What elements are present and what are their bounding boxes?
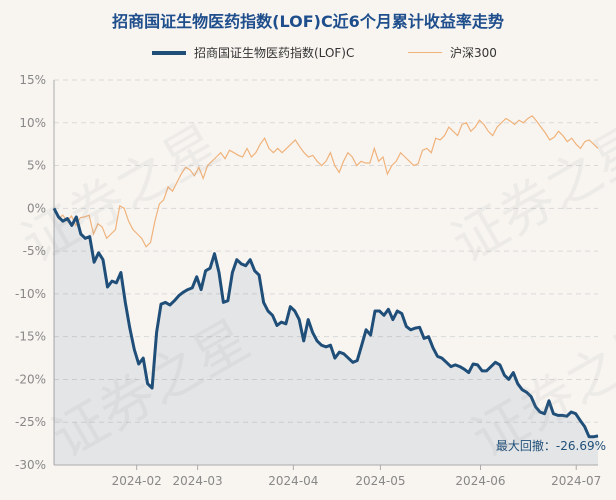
series-index-line	[53, 115, 599, 248]
legend-swatch-index	[408, 52, 442, 53]
x-tick-label: 2024-05	[355, 474, 405, 488]
x-tick-label: 2024-06	[455, 474, 505, 488]
y-tick-label: 5%	[27, 159, 46, 173]
series-fund-area	[54, 208, 598, 466]
y-tick-label: 10%	[19, 116, 46, 130]
max-drawdown-annotation: 最大回撤：-26.69%	[496, 437, 606, 454]
y-tick-label: -30%	[15, 458, 46, 472]
legend-item-fund[interactable]: 招商国证生物医药指数(LOF)C	[152, 44, 354, 61]
x-tick-label: 2024-02	[112, 474, 162, 488]
x-tick-label: 2024-04	[268, 474, 318, 488]
y-tick-label: 0%	[27, 201, 46, 215]
max-drawdown-label: 最大回撤：	[495, 439, 556, 453]
legend-label-index: 沪深300	[450, 46, 497, 60]
x-tick-label: 2024-03	[173, 474, 223, 488]
max-drawdown-value: -26.69%	[555, 439, 606, 453]
y-tick-label: -10%	[15, 287, 46, 301]
y-tick-label: -20%	[15, 372, 46, 386]
y-tick-label: -25%	[15, 415, 46, 429]
y-tick-label: -5%	[23, 244, 46, 258]
chart-title: 招商国证生物医药指数(LOF)C近6个月累计收益率走势	[112, 12, 504, 31]
x-tick-label: 2024-07	[551, 474, 601, 488]
legend-swatch-fund	[152, 50, 186, 55]
y-tick-label: 15%	[19, 73, 46, 87]
legend-item-index[interactable]: 沪深300	[408, 44, 497, 61]
series-fund-line	[52, 207, 599, 439]
legend: 招商国证生物医药指数(LOF)C 沪深300	[0, 44, 616, 62]
y-tick-label: -15%	[15, 330, 46, 344]
legend-label-fund: 招商国证生物医药指数(LOF)C	[194, 46, 355, 60]
